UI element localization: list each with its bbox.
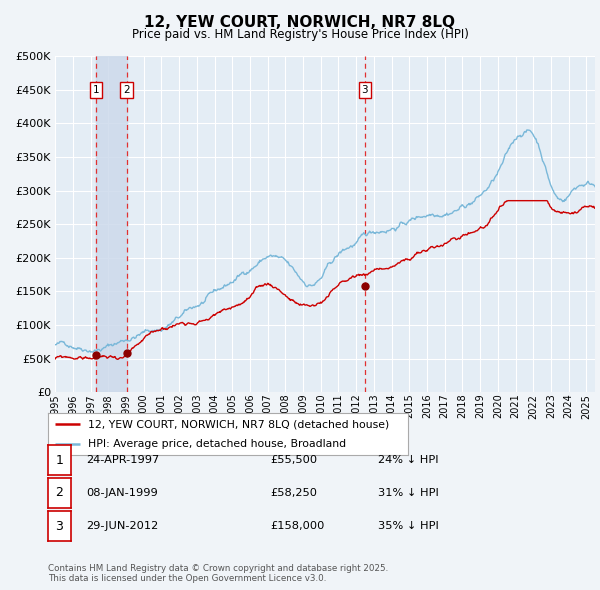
Text: £55,500: £55,500 <box>270 455 317 465</box>
Text: £58,250: £58,250 <box>270 488 317 498</box>
Text: £158,000: £158,000 <box>270 521 325 531</box>
Text: 08-JAN-1999: 08-JAN-1999 <box>86 488 158 498</box>
Text: Price paid vs. HM Land Registry's House Price Index (HPI): Price paid vs. HM Land Registry's House … <box>131 28 469 41</box>
Text: 29-JUN-2012: 29-JUN-2012 <box>86 521 158 531</box>
Text: 12, YEW COURT, NORWICH, NR7 8LQ (detached house): 12, YEW COURT, NORWICH, NR7 8LQ (detache… <box>88 419 389 430</box>
Bar <box>96 56 127 392</box>
Text: 3: 3 <box>55 520 64 533</box>
Text: 1: 1 <box>93 85 100 94</box>
Text: HPI: Average price, detached house, Broadland: HPI: Average price, detached house, Broa… <box>88 439 346 449</box>
Text: 31% ↓ HPI: 31% ↓ HPI <box>378 488 439 498</box>
Text: 2: 2 <box>55 487 64 500</box>
Text: 12, YEW COURT, NORWICH, NR7 8LQ: 12, YEW COURT, NORWICH, NR7 8LQ <box>145 15 455 30</box>
Text: 1: 1 <box>55 454 64 467</box>
Text: 35% ↓ HPI: 35% ↓ HPI <box>378 521 439 531</box>
Text: 3: 3 <box>362 85 368 94</box>
Text: Contains HM Land Registry data © Crown copyright and database right 2025.
This d: Contains HM Land Registry data © Crown c… <box>48 563 388 583</box>
Text: 24-APR-1997: 24-APR-1997 <box>86 455 159 465</box>
Text: 2: 2 <box>123 85 130 94</box>
Text: 24% ↓ HPI: 24% ↓ HPI <box>378 455 439 465</box>
